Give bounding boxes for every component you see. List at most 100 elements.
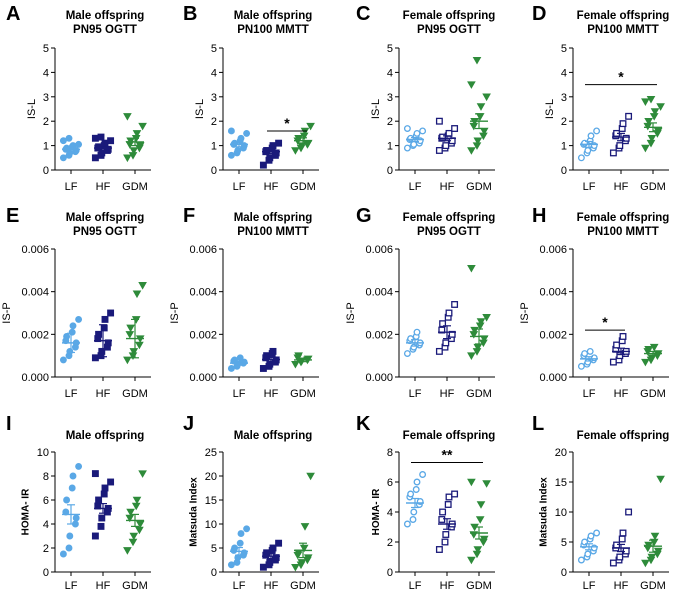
data-point [619, 333, 627, 340]
data-point [442, 339, 450, 347]
data-point [650, 108, 660, 116]
x-tick-label: GDM [466, 388, 492, 400]
series-lf [403, 125, 427, 152]
data-point [91, 354, 99, 362]
data-point [107, 478, 115, 486]
data-point [59, 550, 67, 558]
series-hf [259, 347, 280, 372]
data-point [439, 508, 447, 516]
panel-c: C Female offspring PN95 OGTT 0 1 2 3 4 5 IS-L LF HF… [356, 3, 495, 193]
y-tick-label: 1 [561, 141, 567, 153]
y-tick-label: 5 [387, 43, 393, 55]
data-point [644, 541, 653, 550]
y-axis-label: IS-L [544, 99, 556, 119]
data-point [609, 149, 617, 157]
data-point [236, 354, 244, 362]
y-tick-label: 1 [211, 141, 217, 153]
panel-title: Male offspring [234, 430, 313, 442]
panel-e: E Male offspring PN95 OGTT 0.000 0.002 0.004 0… [1, 205, 151, 400]
data-point [72, 514, 80, 522]
panel-title: Male offspring [66, 430, 145, 442]
x-tick-label: GDM [466, 580, 492, 592]
data-point [590, 354, 598, 362]
data-point [656, 103, 665, 111]
data-point [65, 544, 73, 552]
data-point [451, 490, 459, 498]
data-point [412, 486, 420, 493]
x-tick-label: LF [65, 181, 78, 193]
y-tick-label: 2 [211, 116, 217, 128]
data-point [269, 142, 277, 150]
series-gdm [291, 122, 315, 155]
y-tick-label: 0 [561, 567, 567, 579]
x-tick-label: HF [440, 181, 455, 193]
y-tick-label: 4 [211, 67, 217, 79]
y-axis-label: IS-P [519, 302, 531, 323]
panel-title: Female offspring [577, 10, 670, 22]
data-point [407, 335, 415, 343]
panel-f: F Male offspring PN100 MMTT 0.000 0.002 0.004… [169, 205, 319, 400]
y-tick-label: 2 [561, 116, 567, 128]
series-gdm [641, 475, 665, 568]
data-point [123, 356, 132, 365]
data-point [444, 501, 452, 508]
data-point [419, 471, 427, 478]
series-lf [577, 127, 601, 162]
data-point [259, 365, 267, 372]
data-point [291, 147, 300, 155]
panel-title: PN95 OGTT [417, 24, 481, 36]
data-point [300, 523, 310, 531]
data-point [266, 558, 274, 566]
data-point [593, 529, 601, 537]
data-point [476, 318, 486, 326]
series-gdm [467, 56, 491, 155]
data-point [272, 554, 280, 562]
significance-label: * [284, 115, 290, 131]
data-point [435, 347, 443, 355]
data-point [75, 315, 83, 323]
series-lf [227, 354, 248, 372]
data-point [593, 127, 601, 135]
data-point [409, 516, 417, 523]
data-point [69, 472, 77, 480]
x-tick-label: GDM [640, 580, 666, 592]
series-hf [435, 490, 459, 553]
data-point [59, 356, 67, 364]
series-hf [91, 133, 115, 162]
data-point [263, 147, 271, 154]
data-point [101, 315, 109, 323]
data-point [410, 343, 418, 351]
data-point [476, 501, 486, 509]
data-point [291, 360, 300, 369]
data-point [107, 137, 115, 145]
data-point [291, 563, 300, 572]
data-point [647, 553, 657, 562]
panel-label: C [356, 3, 370, 25]
y-tick-label: 5 [211, 43, 217, 55]
data-point [403, 125, 411, 132]
y-tick-label: 10 [205, 519, 217, 531]
data-point [231, 139, 239, 147]
data-point [128, 538, 138, 547]
data-point [128, 152, 138, 160]
series-gdm [123, 470, 147, 555]
data-point [126, 137, 135, 146]
data-point [435, 117, 443, 125]
series-hf [609, 333, 630, 366]
data-point [435, 147, 443, 154]
y-tick-label: 0.002 [21, 329, 49, 341]
data-point [584, 147, 592, 154]
y-tick-label: 2 [43, 543, 49, 555]
data-point [227, 561, 235, 569]
y-tick-label: 0.000 [365, 372, 393, 384]
data-point [126, 324, 135, 333]
data-point [132, 290, 142, 299]
data-point [259, 161, 267, 169]
y-tick-label: 8 [43, 471, 49, 483]
y-tick-label: 4 [561, 67, 567, 79]
y-tick-label: 4 [387, 507, 393, 519]
data-point [619, 529, 627, 537]
x-tick-label: LF [583, 388, 596, 400]
y-tick-label: 4 [43, 519, 49, 531]
data-point [622, 134, 630, 142]
